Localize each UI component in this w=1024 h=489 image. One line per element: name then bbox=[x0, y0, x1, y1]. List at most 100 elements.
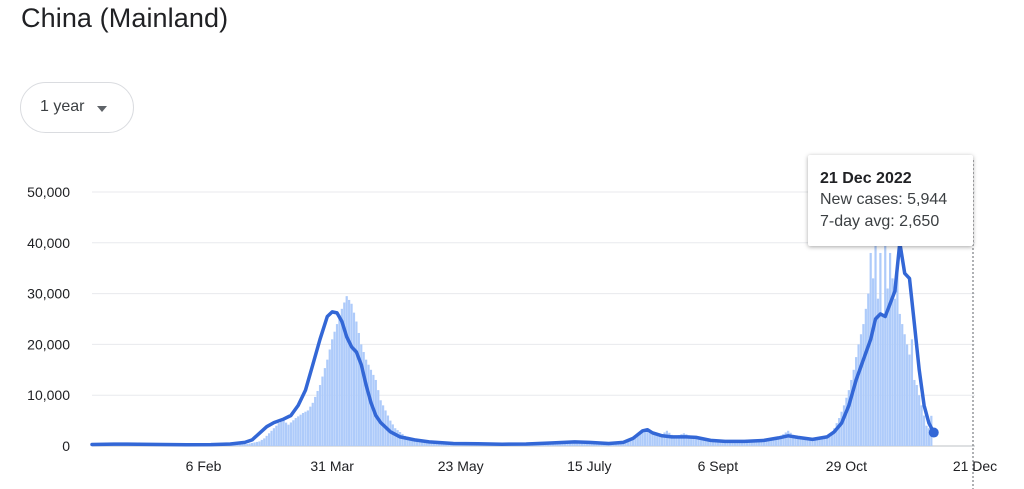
daily-cases-bar bbox=[760, 440, 763, 446]
daily-cases-bar bbox=[908, 354, 911, 446]
daily-cases-bar bbox=[888, 252, 892, 446]
daily-cases-bar bbox=[736, 441, 739, 446]
daily-cases-bar bbox=[898, 313, 901, 446]
daily-cases-bar bbox=[825, 437, 829, 446]
time-range-dropdown[interactable]: 1 year bbox=[20, 82, 134, 133]
daily-cases-bar bbox=[394, 428, 397, 446]
daily-cases-bar bbox=[750, 441, 753, 446]
daily-cases-bar bbox=[716, 440, 719, 446]
daily-cases-bar bbox=[331, 339, 334, 446]
x-tick-label: 23 May bbox=[438, 458, 484, 474]
daily-cases-bar bbox=[789, 432, 792, 446]
daily-cases-bar bbox=[343, 302, 346, 446]
daily-cases-bar bbox=[238, 444, 242, 446]
hover-tooltip: 21 Dec 2022 New cases: 5,944 7-day avg: … bbox=[808, 155, 973, 246]
daily-cases-bar bbox=[804, 438, 807, 446]
daily-cases-bar bbox=[265, 435, 268, 446]
daily-cases-bar bbox=[782, 434, 785, 446]
daily-cases-bar bbox=[842, 405, 846, 446]
daily-cases-bar bbox=[840, 411, 843, 446]
daily-cases-bar bbox=[396, 430, 399, 446]
daily-cases-bar bbox=[561, 442, 564, 446]
daily-cases-bar bbox=[891, 278, 894, 446]
daily-cases-bar bbox=[573, 441, 576, 446]
daily-cases-bar bbox=[821, 438, 824, 446]
region-title: China (Mainland) bbox=[21, 3, 229, 33]
daily-cases-bar bbox=[675, 435, 678, 446]
daily-cases-bar bbox=[413, 439, 416, 446]
y-tick-label: 0 bbox=[62, 438, 70, 454]
daily-cases-bar bbox=[576, 441, 579, 446]
daily-cases-bar bbox=[241, 444, 244, 446]
daily-cases-bar bbox=[367, 364, 370, 446]
daily-cases-bar bbox=[270, 430, 273, 446]
daily-cases-bar bbox=[758, 440, 761, 446]
daily-cases-bar bbox=[770, 439, 773, 446]
daily-cases-bar bbox=[806, 438, 809, 446]
daily-cases-bar bbox=[728, 441, 732, 446]
daily-cases-bar bbox=[282, 420, 285, 446]
daily-cases-bar bbox=[563, 442, 567, 446]
daily-cases-bar bbox=[653, 434, 656, 446]
daily-cases-bar bbox=[719, 440, 722, 446]
daily-cases-bar bbox=[321, 376, 324, 446]
daily-cases-bar bbox=[738, 441, 741, 446]
daily-cases-bar bbox=[753, 441, 756, 446]
daily-cases-bar bbox=[726, 441, 729, 446]
tooltip-new-cases-value: 5,944 bbox=[907, 191, 948, 208]
daily-cases-bar bbox=[903, 334, 906, 446]
daily-cases-bar bbox=[306, 410, 309, 446]
daily-cases-bar bbox=[707, 438, 710, 446]
daily-cases-bar bbox=[862, 324, 865, 446]
daily-cases-bar bbox=[287, 424, 290, 446]
daily-cases-bar bbox=[289, 422, 293, 446]
daily-cases-bar bbox=[583, 442, 586, 446]
daily-cases-bar bbox=[765, 440, 768, 446]
daily-cases-bar bbox=[731, 441, 734, 446]
daily-cases-bar bbox=[435, 442, 438, 446]
daily-cases-bar bbox=[335, 324, 339, 446]
daily-cases-bar bbox=[920, 405, 923, 446]
daily-cases-bar bbox=[777, 436, 780, 446]
daily-cases-bar bbox=[641, 430, 644, 446]
daily-cases-bar bbox=[585, 442, 588, 446]
x-tick-label: 29 Oct bbox=[826, 458, 867, 474]
daily-cases-bar bbox=[879, 252, 882, 446]
daily-cases-bar bbox=[299, 414, 302, 446]
daily-cases-bar bbox=[799, 436, 802, 446]
daily-cases-bar bbox=[913, 379, 916, 446]
daily-cases-bar bbox=[432, 442, 436, 446]
daily-cases-bar bbox=[423, 441, 426, 446]
daily-cases-bar bbox=[918, 395, 921, 446]
daily-cases-bar bbox=[813, 439, 816, 446]
daily-cases-bar bbox=[682, 433, 686, 446]
daily-cases-bar bbox=[627, 439, 630, 446]
daily-cases-bar bbox=[624, 440, 627, 446]
daily-cases-bar bbox=[328, 349, 331, 446]
daily-cases-bar bbox=[314, 396, 317, 446]
daily-cases-bar bbox=[236, 444, 239, 446]
daily-cases-bar bbox=[876, 298, 880, 446]
daily-cases-bar bbox=[772, 438, 775, 446]
daily-cases-bar bbox=[925, 425, 928, 446]
daily-cases-bar bbox=[309, 406, 312, 446]
daily-cases-bar bbox=[277, 423, 280, 446]
daily-cases-bar bbox=[852, 369, 855, 446]
daily-cases-bar bbox=[651, 433, 654, 446]
daily-cases-bar bbox=[663, 432, 666, 446]
daily-cases-bar bbox=[294, 418, 297, 446]
daily-cases-bar bbox=[673, 436, 676, 446]
daily-cases-bar bbox=[428, 441, 431, 446]
daily-cases-bar bbox=[403, 435, 407, 446]
daily-cases-bar bbox=[634, 436, 637, 446]
daily-cases-bar bbox=[833, 428, 836, 446]
daily-cases-bar bbox=[648, 431, 652, 446]
daily-cases-bar bbox=[680, 434, 683, 446]
daily-cases-bar bbox=[767, 439, 770, 446]
daily-cases-bar bbox=[275, 425, 278, 446]
daily-cases-bar bbox=[808, 438, 812, 446]
daily-cases-bar bbox=[251, 442, 254, 446]
daily-cases-bar bbox=[437, 442, 440, 446]
daily-cases-bar bbox=[791, 434, 795, 446]
